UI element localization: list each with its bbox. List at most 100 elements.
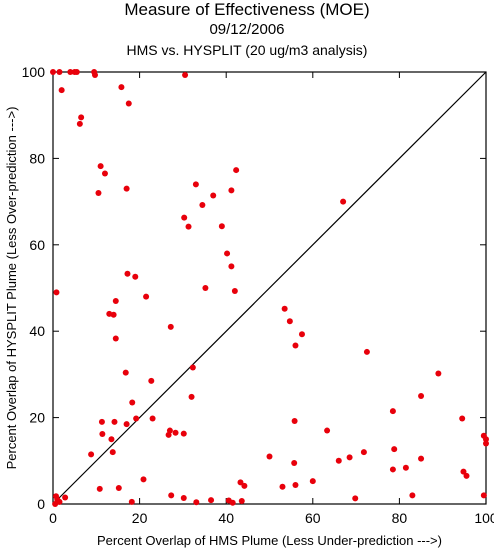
x-tick-label: 40	[218, 510, 234, 526]
x-tick-label: 20	[132, 510, 148, 526]
data-point	[291, 459, 298, 466]
data-point	[125, 100, 132, 107]
data-point	[286, 318, 293, 325]
data-point	[112, 297, 119, 304]
data-point	[95, 189, 102, 196]
data-point	[58, 87, 65, 94]
data-point	[50, 69, 56, 75]
chart-subtitle-analysis: HMS vs. HYSPLIT (20 ug/m3 analysis)	[126, 42, 368, 58]
data-point	[402, 464, 409, 471]
data-point	[166, 427, 173, 434]
data-point	[324, 427, 331, 434]
data-point	[132, 273, 139, 280]
data-point	[352, 495, 359, 502]
data-point	[88, 451, 95, 458]
plot-area	[52, 71, 487, 505]
data-point	[78, 114, 85, 121]
data-point	[140, 476, 147, 483]
data-point	[110, 311, 117, 318]
data-point	[76, 120, 83, 127]
data-point	[292, 342, 299, 349]
y-axis-label: Percent Overlap of HYSPLIT Plume (Less O…	[4, 107, 19, 470]
data-point	[109, 449, 116, 456]
data-point	[180, 430, 187, 437]
data-point	[108, 436, 115, 443]
x-axis-label: Percent Overlap of HMS Plume (Less Under…	[97, 533, 442, 548]
y-tick-label: 80	[29, 150, 45, 166]
data-point	[237, 479, 244, 486]
one-to-one-line	[52, 71, 487, 505]
data-point	[460, 468, 467, 475]
data-point	[133, 415, 140, 422]
data-point	[229, 499, 236, 506]
data-point	[98, 418, 105, 425]
data-point	[123, 185, 130, 192]
y-tick-label: 100	[22, 64, 46, 80]
data-point	[52, 501, 59, 507]
data-point	[363, 348, 370, 355]
data-points	[50, 69, 489, 507]
x-tick-label: 80	[392, 510, 408, 526]
data-point	[180, 494, 187, 501]
data-point	[181, 214, 188, 221]
data-point	[483, 440, 489, 447]
data-point	[97, 163, 104, 170]
data-point	[389, 466, 396, 473]
data-point	[115, 485, 122, 492]
data-point	[292, 481, 299, 488]
diagonal-line	[52, 71, 487, 505]
plot-frame	[52, 71, 487, 505]
data-point	[409, 492, 416, 499]
data-point	[231, 288, 238, 295]
data-point	[218, 223, 225, 230]
data-point	[124, 270, 131, 277]
data-point	[182, 72, 189, 79]
data-point	[463, 472, 470, 479]
data-point	[188, 393, 195, 400]
chart-subtitle-date: 09/12/2006	[209, 21, 285, 38]
data-point	[480, 492, 487, 499]
y-tick-label: 20	[29, 410, 45, 426]
data-point	[208, 497, 215, 504]
axis-ticks: 0 20 40 60 80 100 0 20 40 60 80 100	[22, 64, 494, 526]
data-point	[483, 436, 489, 443]
data-point	[96, 485, 103, 492]
data-point	[210, 192, 217, 199]
data-point	[459, 415, 466, 422]
data-point	[56, 69, 63, 75]
data-point	[185, 223, 192, 230]
data-point	[172, 429, 179, 436]
data-point	[101, 170, 108, 177]
data-point	[309, 478, 316, 485]
chart-title: Measure of Effectiveness (MOE)	[124, 0, 370, 19]
data-point	[112, 335, 119, 342]
data-point	[418, 455, 425, 462]
x-tick-label: 100	[474, 510, 494, 526]
data-point	[228, 263, 235, 270]
y-tick-label: 60	[29, 237, 45, 253]
data-point	[346, 454, 353, 461]
data-point	[149, 415, 156, 422]
x-tick-label: 0	[49, 510, 57, 526]
x-tick-label: 60	[305, 510, 321, 526]
data-point	[123, 421, 130, 428]
data-point	[360, 449, 367, 456]
data-point	[128, 498, 135, 505]
data-point	[148, 377, 155, 384]
y-tick-label: 0	[37, 496, 45, 512]
data-point	[67, 69, 74, 75]
data-point	[189, 364, 196, 371]
data-point	[228, 187, 235, 194]
data-point	[143, 293, 150, 300]
data-point	[418, 393, 425, 399]
data-point	[340, 198, 347, 205]
data-point	[193, 499, 200, 506]
data-point	[53, 289, 60, 296]
data-point	[279, 483, 286, 490]
data-point	[199, 202, 206, 209]
data-point	[281, 305, 288, 312]
data-point	[389, 408, 396, 415]
data-point	[241, 482, 248, 489]
data-point	[435, 370, 442, 377]
